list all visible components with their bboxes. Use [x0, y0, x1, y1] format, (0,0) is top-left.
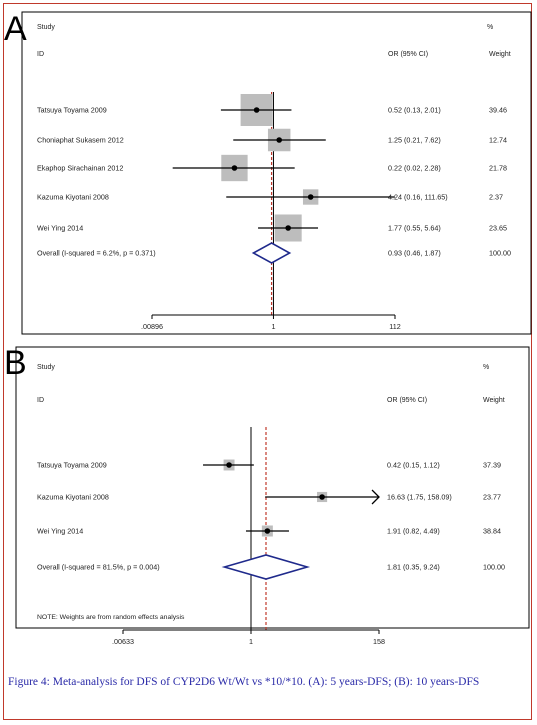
x-tick-label: 1 — [249, 637, 253, 646]
study-weight: 39.46 — [489, 106, 507, 115]
study-name: Wei Ying 2014 — [37, 527, 83, 536]
point-estimate — [319, 494, 325, 500]
overall-or-ci: 1.81 (0.35, 9.24) — [387, 563, 440, 572]
study-or-ci: 1.77 (0.55, 5.64) — [388, 224, 441, 233]
header-percent: % — [487, 24, 493, 31]
study-or-ci: 4.24 (0.16, 111.65) — [388, 193, 448, 202]
overall-diamond — [251, 242, 292, 264]
study-weight: 2.37 — [489, 193, 503, 202]
overall-diamond — [221, 554, 311, 580]
header-or-ci: OR (95% CI) — [387, 397, 427, 404]
point-estimate — [307, 194, 314, 200]
x-tick-label: 158 — [373, 637, 385, 646]
x-tick-label: .00896 — [141, 322, 163, 331]
header-or-ci: OR (95% CI) — [388, 51, 428, 58]
study-weight: 38.84 — [483, 527, 501, 536]
study-name: Kazuma Kiyotani 2008 — [37, 193, 109, 202]
header-id: ID — [37, 51, 44, 58]
plot-border — [21, 11, 532, 335]
point-estimate — [231, 165, 238, 171]
forest-plot-b: B Study ID OR (95% CI)% Weight Tatsuya Toyama… — [4, 344, 530, 646]
ci-arrow — [371, 489, 380, 505]
study-or-ci: 0.22 (0.02, 2.28) — [388, 164, 441, 173]
point-estimate — [264, 528, 271, 534]
study-name: Ekaphop Sirachainan 2012 — [37, 164, 123, 173]
overall-label: Overall (I-squared = 81.5%, p = 0.004) — [37, 563, 160, 572]
study-weight: 23.65 — [489, 224, 507, 233]
header-weight: Weight — [483, 397, 505, 404]
panel-label: B — [4, 344, 27, 382]
x-tick-label: .00633 — [112, 637, 134, 646]
point-estimate — [253, 107, 260, 113]
figure-frame — [3, 3, 532, 720]
study-name: Wei Ying 2014 — [37, 224, 83, 233]
point-estimate — [226, 462, 232, 468]
study-name: Choniaphat Sukasem 2012 — [37, 136, 124, 145]
study-or-ci: 1.25 (0.21, 7.62) — [388, 136, 441, 145]
panel-label: A — [4, 10, 27, 48]
overall-weight: 100.00 — [483, 563, 505, 572]
overall-label: Overall (I-squared = 6.2%, p = 0.371) — [37, 249, 156, 258]
study-name: Tatsuya Toyama 2009 — [37, 106, 107, 115]
study-weight: 21.78 — [489, 164, 507, 173]
study-or-ci: 1.91 (0.82, 4.49) — [387, 527, 440, 536]
study-weight: 12.74 — [489, 136, 507, 145]
study-weight: 37.39 — [483, 461, 501, 470]
header-percent: % — [483, 364, 489, 371]
study-name: Kazuma Kiyotani 2008 — [37, 493, 109, 502]
study-or-ci: 0.42 (0.15, 1.12) — [387, 461, 440, 470]
header-study: Study — [37, 364, 55, 371]
overall-or-ci: 0.93 (0.46, 1.87) — [388, 249, 441, 258]
x-tick-label: 112 — [389, 322, 400, 331]
plot-border — [15, 346, 530, 629]
study-name: Tatsuya Toyama 2009 — [37, 461, 107, 470]
figure-caption: Figure 4: Meta-analysis for DFS of CYP2D… — [8, 676, 480, 688]
study-weight: 23.77 — [483, 493, 501, 502]
point-estimate — [285, 225, 291, 231]
header-id: ID — [37, 397, 44, 404]
overall-weight: 100.00 — [489, 249, 511, 258]
study-or-ci: 16.63 (1.75, 158.09) — [387, 493, 452, 502]
study-or-ci: 0.52 (0.13, 2.01) — [388, 106, 441, 115]
x-tick-label: 1 — [271, 322, 275, 331]
header-study: Study — [37, 24, 55, 31]
header-weight: Weight — [489, 51, 511, 58]
point-estimate — [276, 137, 283, 143]
forest-plot-a: A Study ID OR (95% CI)% Weight Tatsuya Toyama… — [4, 10, 532, 335]
footnote: NOTE: Weights are from random effects an… — [37, 614, 185, 621]
